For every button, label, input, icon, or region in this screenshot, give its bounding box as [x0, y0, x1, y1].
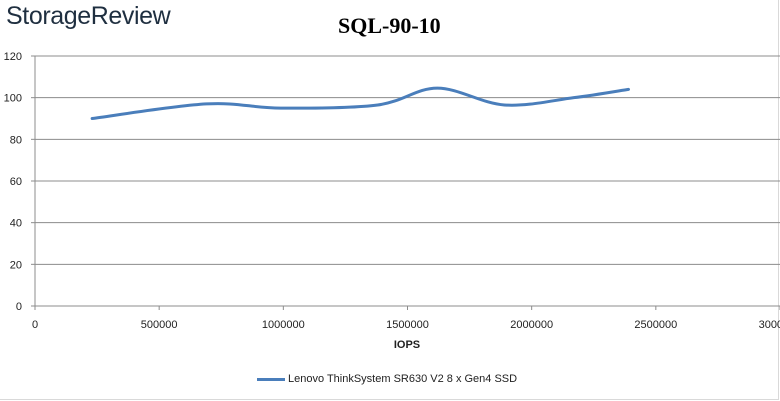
y-tick-label: 0 [16, 301, 22, 313]
x-tick-label: 3000000 [759, 319, 780, 331]
series-line [90, 86, 631, 120]
y-tick-label: 120 [4, 51, 22, 63]
x-tick-label: 1000000 [262, 319, 305, 331]
y-tick-labels: 0 20 40 60 80 100 120 [4, 51, 22, 313]
gridlines [35, 55, 780, 265]
x-tick-label: 1500000 [386, 319, 429, 331]
x-axis-label: IOPS [394, 339, 420, 351]
y-tick-label: 60 [10, 176, 22, 188]
y-tick-label: 40 [10, 218, 22, 230]
y-tick-label: 80 [10, 134, 22, 146]
x-tick-label: 2000000 [510, 319, 553, 331]
legend-label: Lenovo ThinkSystem SR630 V2 8 x Gen4 SSD [288, 373, 518, 385]
series-lines [90, 86, 631, 120]
y-tick-label: 100 [4, 93, 22, 105]
x-tick-labels: 0 500000 1000000 1500000 2000000 2500000 30000… [32, 319, 780, 331]
x-tick-label: 500000 [141, 319, 178, 331]
x-tick-label: 0 [32, 319, 38, 331]
chart-title: SQL-90-10 [338, 13, 441, 38]
x-tick-label: 2500000 [634, 319, 677, 331]
axes [31, 55, 780, 310]
storagereview-logo: StorageReview [6, 2, 171, 30]
legend-swatch [257, 377, 285, 381]
legend: Lenovo ThinkSystem SR630 V2 8 x Gen4 SSD [257, 373, 517, 385]
y-tick-label: 20 [10, 259, 22, 271]
